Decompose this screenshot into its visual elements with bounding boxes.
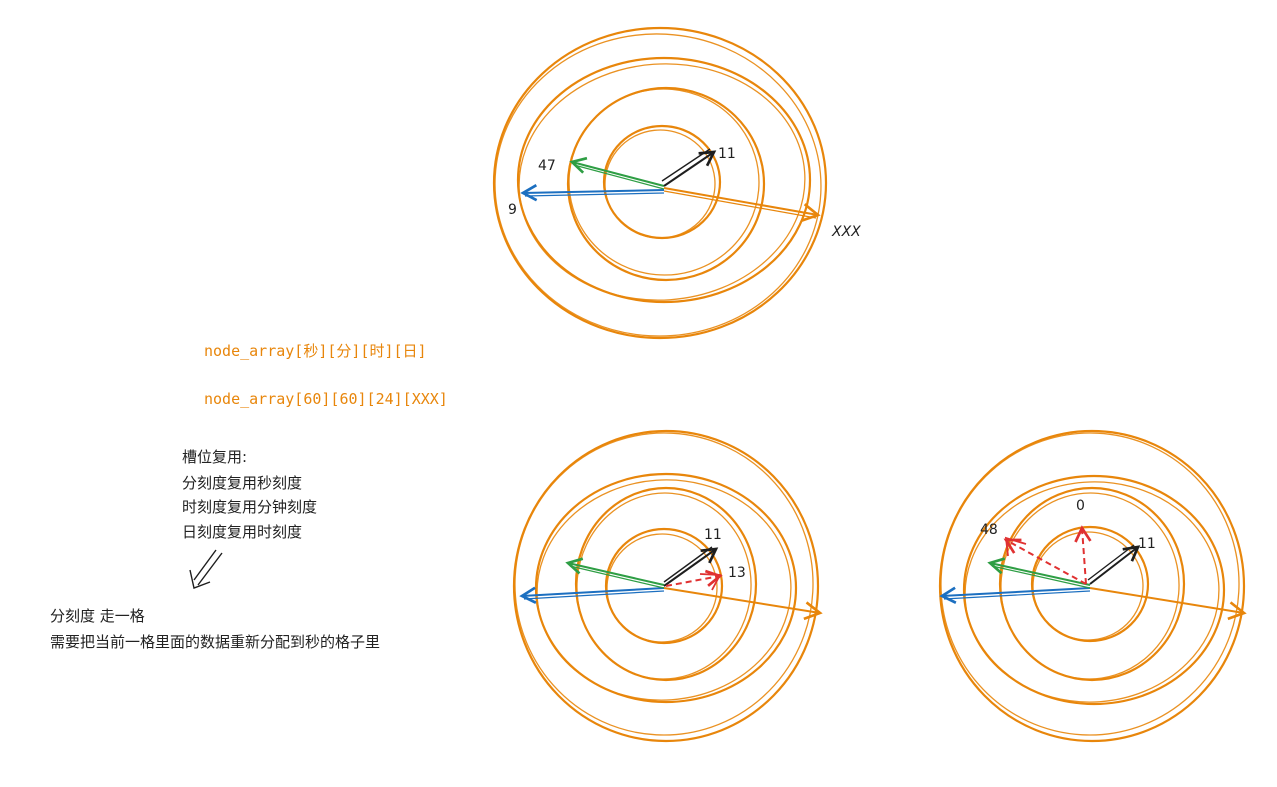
top-ring-minute [566,86,766,282]
top-ring-hour [516,56,812,304]
bottom-left-wheel: 11 13 [512,429,823,743]
step-line-2: 需要把当前一格里面的数据重新分配到秒的格子里 [50,633,380,651]
bottom-right-wheel: 11 0 48 [938,429,1247,743]
br-hand-minute [987,557,1091,586]
reuse-title: 槽位复用: [182,448,247,466]
top-label-hour: 9 [508,202,517,218]
reuse-line-1: 分刻度复用秒刻度 [182,474,302,492]
top-wheel: 11 47 9 XXX [492,26,861,340]
top-label-minute: 47 [538,158,556,174]
bl-hand-day [663,587,823,621]
top-ring-day [492,26,828,340]
bl-ring-day [512,429,820,743]
br-label-inner: 11 [1138,536,1156,552]
top-ring-second [602,124,722,240]
br-hand-second [1089,545,1141,585]
bl-label-inner: 11 [704,527,722,543]
br-label-red: 48 [980,522,998,538]
array-line-2: node_array[60][60][24][XXX] [204,390,448,408]
br-ring-minute [998,486,1186,682]
top-hand-second [663,150,717,187]
top-hand-day [663,187,821,222]
top-hand-hour [520,184,665,202]
top-hand-minute [569,156,665,187]
br-ring-day [938,429,1246,743]
reuse-line-3: 日刻度复用时刻度 [182,523,302,541]
reuse-line-2: 时刻度复用分钟刻度 [182,498,317,516]
br-hand-day [1089,587,1247,621]
bl-hand-hour [519,586,665,604]
top-label-day: XXX [831,224,861,240]
br-label-zero: 0 [1076,498,1085,514]
bl-hand-minute [565,557,665,586]
notes: node_array[秒][分][时][日] node_array[60][60… [50,342,448,651]
top-label-inner: 11 [718,146,736,162]
bl-hand-red [665,569,723,587]
bl-hand-second [663,547,719,587]
down-arrow-icon [189,549,223,589]
br-ring-hour [962,474,1226,706]
br-hand-red-left [1003,538,1087,585]
bl-label-red: 13 [728,565,746,581]
br-hand-hour [939,586,1091,604]
step-line-1: 分刻度 走一格 [50,607,145,625]
array-line-1: node_array[秒][分][时][日] [204,342,427,360]
br-hand-red-up [1074,525,1092,585]
bl-ring-minute [574,486,758,682]
